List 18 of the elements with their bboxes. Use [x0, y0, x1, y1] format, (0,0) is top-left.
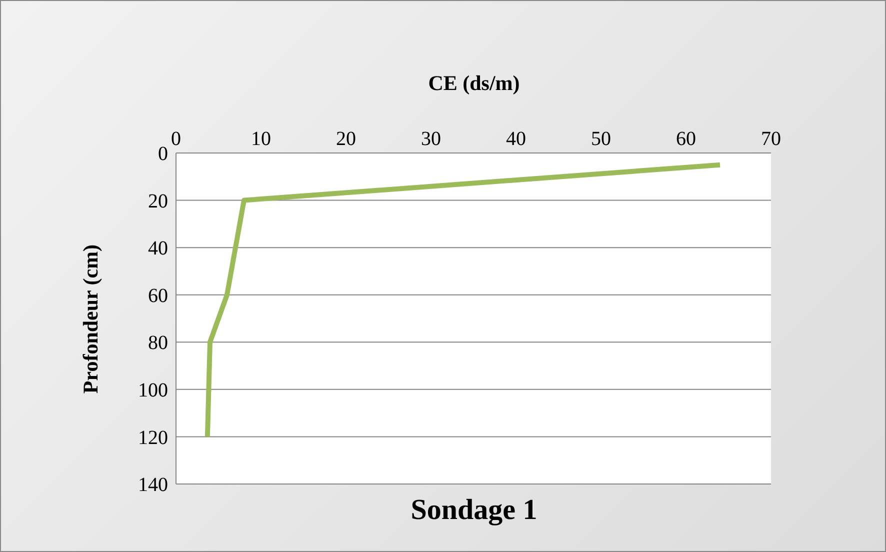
x-tick-label: 20: [336, 128, 356, 150]
y-tick-label: 40: [148, 238, 168, 260]
x-tick-label: 40: [506, 128, 526, 150]
y-axis-title: Profondeur (cm): [78, 244, 104, 394]
y-tick-label: 0: [158, 143, 168, 166]
x-tick-label: 70: [761, 128, 781, 150]
y-tick-label: 120: [138, 426, 168, 449]
y-tick-label: 60: [148, 284, 168, 307]
y-tick-label: 80: [148, 332, 168, 354]
x-axis-title: CE (ds/m): [427, 71, 521, 96]
x-tick-label: 60: [676, 128, 696, 150]
y-tick-label: 20: [148, 190, 168, 212]
x-tick-label: 50: [591, 128, 611, 150]
x-tick-label: 30: [421, 128, 441, 150]
x-tick-label: 10: [251, 128, 271, 150]
text: Sondage 1: [410, 494, 538, 527]
y-tick-label: 140: [138, 474, 168, 496]
y-tick-label: 100: [138, 380, 168, 402]
